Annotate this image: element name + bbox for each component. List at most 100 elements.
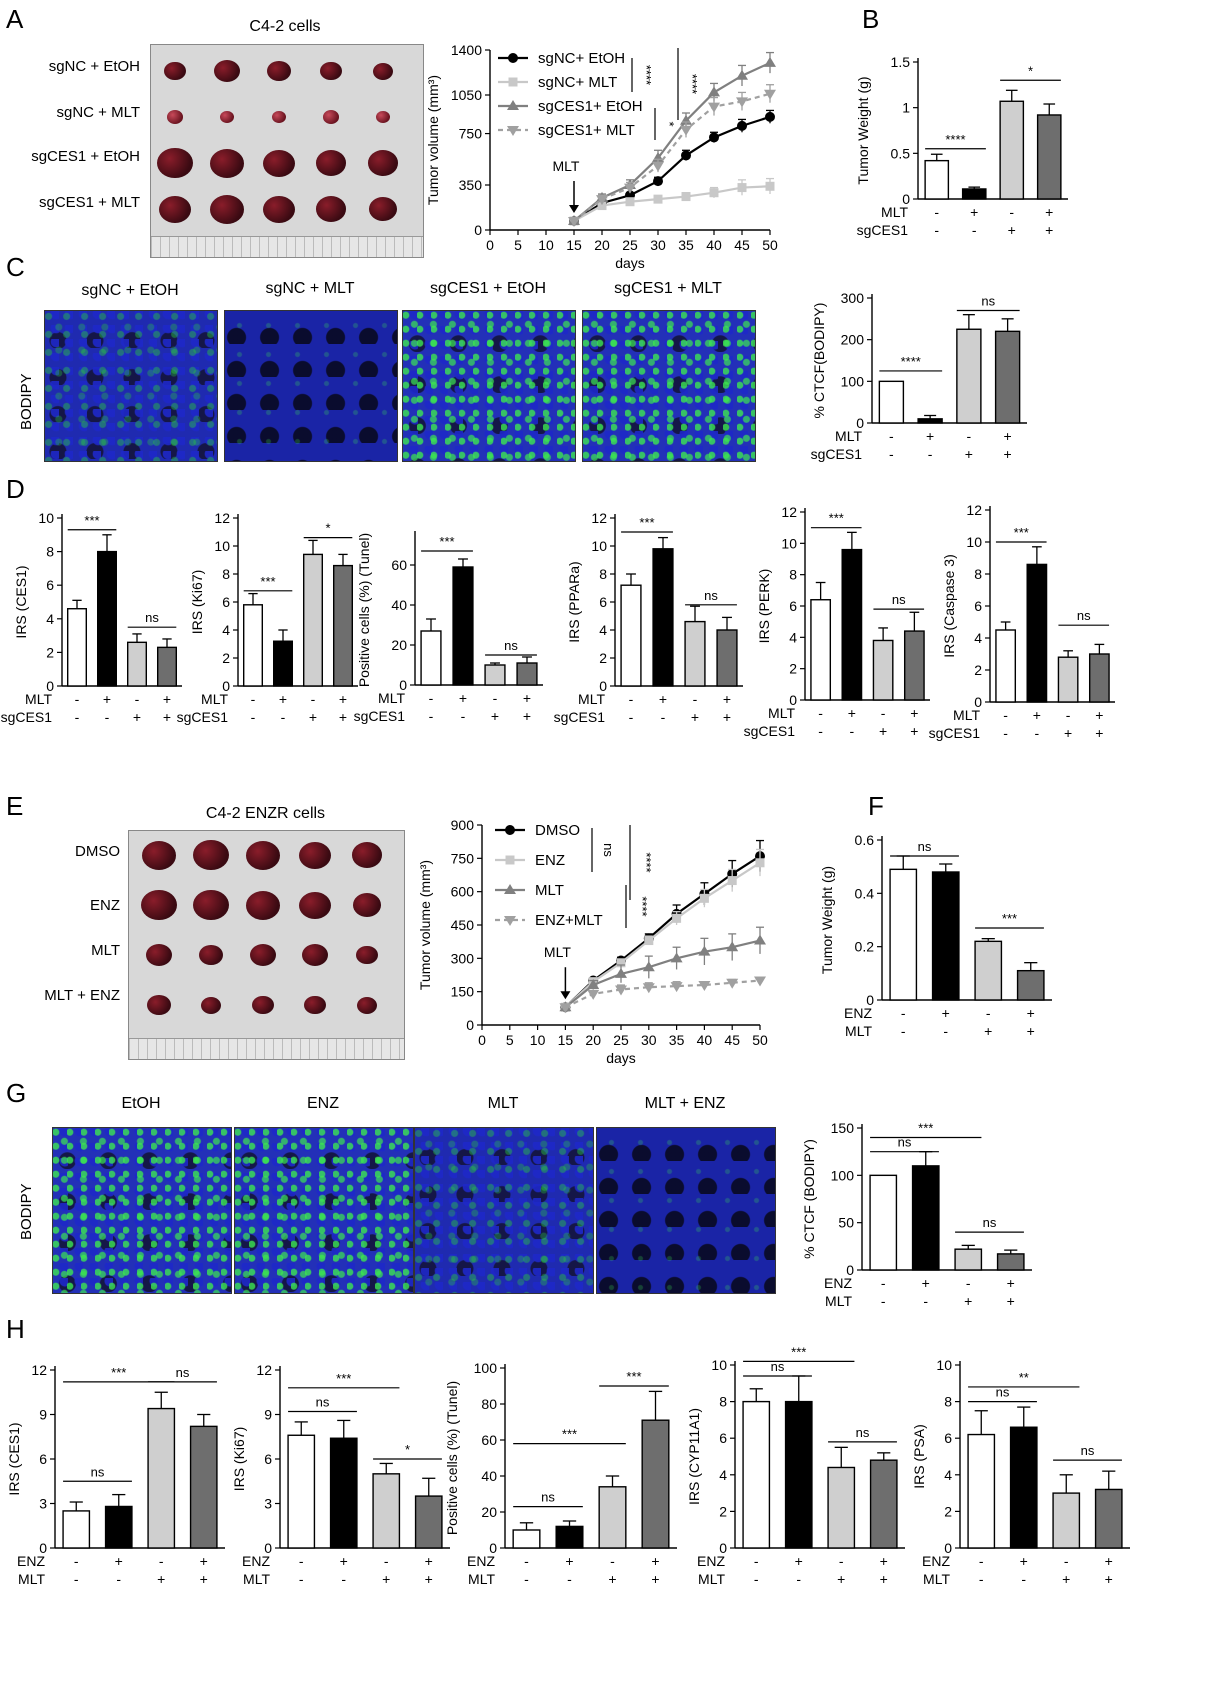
- group-row-label: MLT: [923, 1571, 950, 1587]
- panel-c-image-label: sgCES1 + EtOH: [429, 280, 547, 297]
- panel-a-photo-title: C4-2 cells: [249, 18, 321, 35]
- y-tick-label: 6: [222, 594, 230, 610]
- significance-label: ***: [1014, 525, 1029, 540]
- x-tick-label: 0: [478, 1032, 486, 1048]
- y-tick-label: 600: [451, 884, 475, 900]
- y-axis-label: % CTCF(BODIPY): [811, 303, 827, 419]
- bar: [66, 608, 87, 687]
- data-point: [737, 183, 747, 193]
- y-tick-label: 0: [974, 694, 982, 710]
- group-sign: -: [928, 446, 933, 462]
- tumor-sample: [220, 111, 234, 123]
- group-sign: +: [691, 709, 699, 725]
- group-sign: -: [524, 1571, 529, 1587]
- tumor-sample: [250, 944, 276, 967]
- data-point: [504, 916, 516, 926]
- tumor-sample: [376, 111, 390, 123]
- line-chart: 0 350 750 1050 1400 0 5 10 15 20 25 30 35 40 45 50 days T…: [425, 42, 778, 271]
- bar: [242, 604, 263, 687]
- y-tick-label: 0: [789, 692, 797, 708]
- group-sign: -: [75, 709, 80, 725]
- tumor-sample: [304, 995, 326, 1015]
- group-sign: -: [889, 428, 894, 444]
- group-row-label: MLT: [378, 690, 405, 706]
- panel-a-row-label: sgNC + EtOH: [48, 58, 140, 75]
- data-point: [699, 893, 709, 903]
- group-sign: +: [279, 691, 287, 707]
- panel-letter-b: B: [862, 4, 879, 34]
- group-sign: -: [693, 691, 698, 707]
- data-point: [642, 983, 655, 994]
- y-tick-label: 900: [451, 817, 475, 833]
- y-tick-label: 200: [841, 332, 865, 348]
- tumor-sample: [299, 891, 331, 919]
- y-tick-label: 6: [789, 598, 797, 614]
- significance-label: ****: [945, 132, 965, 147]
- panel-c-image-label: sgCES1 + MLT: [614, 280, 722, 297]
- group-row-label: MLT: [845, 1023, 872, 1039]
- y-tick-label: 1.5: [891, 54, 911, 70]
- data-point: [708, 102, 720, 113]
- x-tick-label: 25: [622, 237, 638, 253]
- group-sign: +: [651, 1571, 659, 1587]
- data-point: [698, 945, 711, 956]
- panel-a-row-label: sgCES1 + EtOH: [31, 148, 140, 165]
- panel-c-image-label: sgNC + MLT: [265, 280, 355, 297]
- data-point: [587, 989, 600, 1000]
- bar-chart: 0 3 6 9 12 IRS (CES1) ns *** ns ENZ MLT - - + - - + + +: [6, 1362, 225, 1587]
- group-row-label: MLT: [698, 1571, 725, 1587]
- y-tick-label: 0: [466, 1017, 474, 1033]
- bar: [512, 1529, 541, 1549]
- group-row-label: ENZ: [697, 1553, 725, 1569]
- legend-label: DMSO: [535, 822, 580, 839]
- tumor-sample: [167, 110, 183, 124]
- series-line: [564, 861, 761, 1009]
- tumor-sample: [142, 840, 176, 870]
- group-sign: -: [1021, 1571, 1026, 1587]
- y-tick-label: 20: [391, 637, 407, 653]
- group-sign: +: [723, 709, 731, 725]
- group-sign: +: [795, 1553, 803, 1569]
- group-sign: -: [1064, 1553, 1069, 1569]
- data-point: [644, 936, 654, 946]
- group-sign: +: [1020, 1553, 1028, 1569]
- y-tick-label: 0: [719, 1540, 727, 1556]
- group-sign: -: [135, 691, 140, 707]
- bar: [598, 1486, 627, 1549]
- bar: [1026, 563, 1048, 703]
- significance-label: ***: [1002, 911, 1017, 926]
- tumor-sample: [316, 196, 346, 222]
- panel-g-image-label: MLT: [487, 1095, 519, 1112]
- group-sign: -: [881, 1275, 886, 1291]
- group-sign: +: [984, 1023, 992, 1039]
- x-tick-label: 30: [641, 1032, 657, 1048]
- tumor-sample: [210, 194, 244, 224]
- group-sign: -: [796, 1571, 801, 1587]
- y-tick-label: 300: [841, 290, 865, 306]
- group-sign: -: [901, 1005, 906, 1021]
- y-axis-label: IRS (PPARa): [566, 561, 582, 642]
- series-line: [564, 939, 761, 1009]
- group-sign: +: [459, 690, 467, 706]
- line-chart: 0 150 300 450 600 750 900 0 5 10 15 20 25 30 35 40 45 50 d…: [417, 817, 768, 1066]
- y-axis-label: Tumor volume (mm³): [425, 75, 441, 205]
- data-point: [596, 195, 608, 206]
- y-tick-label: 2: [789, 661, 797, 677]
- panel-e-row-label: ENZ: [90, 897, 120, 914]
- panel-e-photo-title: C4-2 ENZR cells: [205, 805, 326, 822]
- group-row-label: MLT: [201, 691, 228, 707]
- significance-label: ***: [562, 1427, 577, 1442]
- tumor-sample: [246, 840, 280, 870]
- group-sign: +: [133, 709, 141, 725]
- group-sign: -: [986, 1005, 991, 1021]
- y-tick-label: 8: [974, 566, 982, 582]
- bar-chart: 0 2 4 6 8 10 IRS (CYP11A1) ns *** ns ENZ MLT - - + - - + +…: [686, 1344, 905, 1587]
- significance-label: ns: [1081, 1443, 1095, 1458]
- bar: [810, 599, 832, 701]
- bar-chart: 0 20 40 60 80 100 Positive cells (%) (Tunel) ns…: [444, 1360, 677, 1587]
- y-tick-label: 0.5: [891, 145, 911, 161]
- significance-label: ns: [856, 1425, 870, 1440]
- tumor-sample: [320, 61, 342, 81]
- panel-letter-h: H: [6, 1314, 25, 1344]
- tumor-sample: [323, 110, 339, 124]
